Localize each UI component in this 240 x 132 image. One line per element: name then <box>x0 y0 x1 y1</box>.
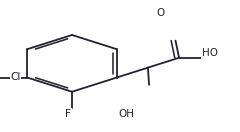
Text: HO: HO <box>202 48 218 58</box>
Text: F: F <box>66 109 71 119</box>
Text: O: O <box>157 8 165 18</box>
Text: Cl: Cl <box>10 72 21 82</box>
Text: OH: OH <box>118 109 134 119</box>
